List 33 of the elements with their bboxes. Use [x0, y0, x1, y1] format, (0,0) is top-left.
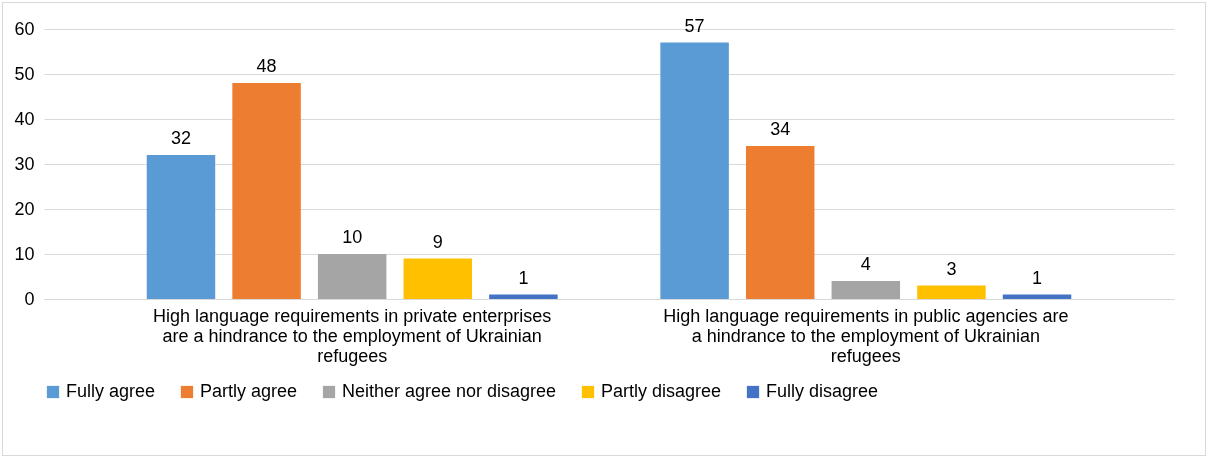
bar: [489, 294, 558, 299]
data-label: 57: [684, 15, 705, 36]
data-label: 32: [170, 128, 191, 148]
y-tick-label: 0: [24, 288, 35, 309]
x-tick-label: High language requirements in public agencies are a hindrance to the employment of Ukrainian refugees: [663, 305, 1069, 366]
y-tick-label: 50: [14, 63, 35, 84]
y-tick-label: 30: [14, 153, 35, 174]
legend-label: Neither agree nor disagree: [342, 381, 557, 401]
data-label: 48: [256, 56, 277, 76]
data-label: 4: [860, 254, 871, 274]
data-label: 10: [342, 227, 363, 247]
data-label: 1: [518, 267, 529, 288]
bar: [745, 146, 815, 299]
bar: [917, 285, 986, 299]
bar: [146, 155, 216, 299]
data-label: 34: [770, 119, 791, 139]
y-tick-label: 40: [14, 108, 35, 129]
bar: [831, 281, 901, 299]
data-label: 9: [432, 231, 443, 252]
legend-label: Partly disagree: [601, 381, 722, 401]
bar: [317, 254, 387, 299]
bar: [232, 83, 301, 299]
legend-label: Partly agree: [200, 381, 298, 401]
bar: [403, 258, 473, 299]
y-tick-label: 60: [14, 18, 35, 39]
legend-label: Fully disagree: [766, 381, 879, 401]
data-label: 1: [1032, 267, 1043, 288]
legend-label: Fully agree: [66, 381, 156, 401]
y-tick-label: 20: [14, 198, 35, 219]
x-tick-label: High language requirements in private enterprises are a hindrance to the employment of Ukrainian refugees: [153, 305, 552, 366]
y-tick-label: 10: [14, 243, 35, 264]
bar: [660, 42, 729, 299]
data-label: 3: [946, 258, 957, 279]
